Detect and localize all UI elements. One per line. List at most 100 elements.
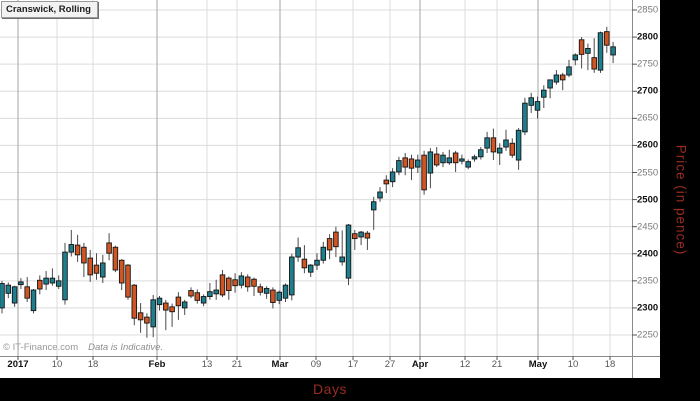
candle-down: [333, 231, 339, 248]
y-tick-label: 2450: [637, 221, 659, 233]
x-tick-label: Feb: [148, 359, 166, 370]
candle-up: [320, 246, 327, 261]
candle-down: [591, 57, 597, 70]
x-tick-label: 2017: [7, 359, 29, 370]
candle-down: [509, 142, 516, 156]
candle-down: [578, 39, 585, 55]
x-tick-label: 21: [231, 359, 243, 370]
candle-down: [81, 246, 87, 264]
y-tick-label: 2250: [637, 329, 659, 341]
candle-up: [465, 161, 471, 168]
x-tick-label: 10: [51, 359, 63, 370]
candle-down: [408, 158, 415, 169]
candle-down: [326, 238, 333, 251]
x-tick-label: 18: [87, 359, 99, 370]
candle-up: [597, 32, 604, 71]
candle-up: [484, 137, 490, 149]
candle-up: [566, 66, 572, 76]
candle-down: [93, 264, 100, 274]
candle-up: [547, 79, 553, 89]
candle-up: [459, 158, 465, 162]
candle-down: [137, 312, 144, 321]
candle-up: [415, 159, 421, 168]
y-tick-label: 2400: [637, 248, 659, 260]
y-tick-label: 2800: [637, 31, 659, 43]
x-tick-label: 12: [459, 359, 471, 370]
candle-down: [257, 286, 264, 293]
candle-down: [37, 279, 43, 290]
candle-down: [421, 154, 427, 191]
x-tick-label: 18: [604, 359, 616, 370]
candle-up: [68, 244, 75, 253]
candle-up: [289, 256, 295, 296]
candle-up: [496, 147, 503, 154]
x-tick-label: 21: [491, 359, 503, 370]
series-title-box: Cranswick, Rolling: [1, 1, 98, 18]
candle-down: [87, 257, 93, 276]
y-tick-label: 2650: [637, 112, 659, 124]
candle-up: [181, 301, 188, 309]
candle-up: [150, 299, 156, 328]
candle-down: [251, 278, 257, 287]
candle-down: [402, 157, 408, 168]
candle-down: [301, 258, 308, 269]
y-tick-label: 2700: [637, 85, 659, 97]
candle-up: [282, 284, 289, 299]
y-axis-title: Price (in pence): [673, 144, 689, 256]
candle-up: [541, 89, 547, 98]
candle-up: [503, 139, 509, 148]
candle-up: [43, 277, 49, 285]
y-tick-label: 2500: [637, 194, 659, 206]
candle-up: [156, 297, 163, 306]
candle-down: [232, 279, 238, 287]
x-axis-title: Days: [313, 381, 347, 397]
right-panel: [660, 0, 700, 378]
candle-up: [396, 160, 402, 173]
y-tick-label: 2850: [637, 4, 659, 16]
candle-down: [163, 302, 169, 311]
candle-up: [478, 149, 484, 158]
candle-up: [370, 201, 377, 211]
candle-down: [270, 289, 276, 303]
candle-up: [515, 129, 522, 161]
candle-up: [377, 191, 383, 199]
candle-down: [452, 152, 459, 164]
candle-up: [30, 289, 37, 312]
candle-down: [24, 286, 30, 299]
candle-down: [74, 244, 81, 256]
candle-up: [0, 283, 5, 309]
x-tick-label: 13: [201, 359, 213, 370]
candle-down: [433, 153, 440, 166]
candle-down: [112, 246, 119, 271]
candle-down: [194, 292, 201, 301]
candle-up: [238, 275, 245, 286]
candle-up: [553, 74, 560, 83]
candle-down: [175, 296, 182, 307]
candle-up: [427, 151, 434, 174]
candle-up: [5, 284, 12, 294]
candle-down: [364, 232, 371, 239]
candle-up: [528, 97, 534, 106]
candle-down: [188, 290, 194, 297]
x-tick-label: Mar: [271, 359, 289, 370]
candle-down: [559, 74, 566, 81]
candle-up: [276, 291, 282, 301]
candle-up: [585, 48, 591, 54]
candle-down: [244, 276, 251, 288]
candle-up: [339, 256, 345, 263]
x-tick-label: 09: [310, 359, 322, 370]
x-tick-label: 17: [347, 359, 359, 370]
candle-up: [11, 286, 18, 304]
candle-up: [534, 101, 541, 111]
candle-up: [307, 264, 314, 273]
bottom-panel: [0, 378, 700, 401]
candle-up: [55, 280, 62, 287]
candle-up: [610, 46, 616, 56]
candle-down: [131, 284, 138, 319]
candle-up: [213, 289, 219, 295]
candle-up: [522, 102, 528, 133]
y-tick-label: 2750: [637, 58, 659, 70]
